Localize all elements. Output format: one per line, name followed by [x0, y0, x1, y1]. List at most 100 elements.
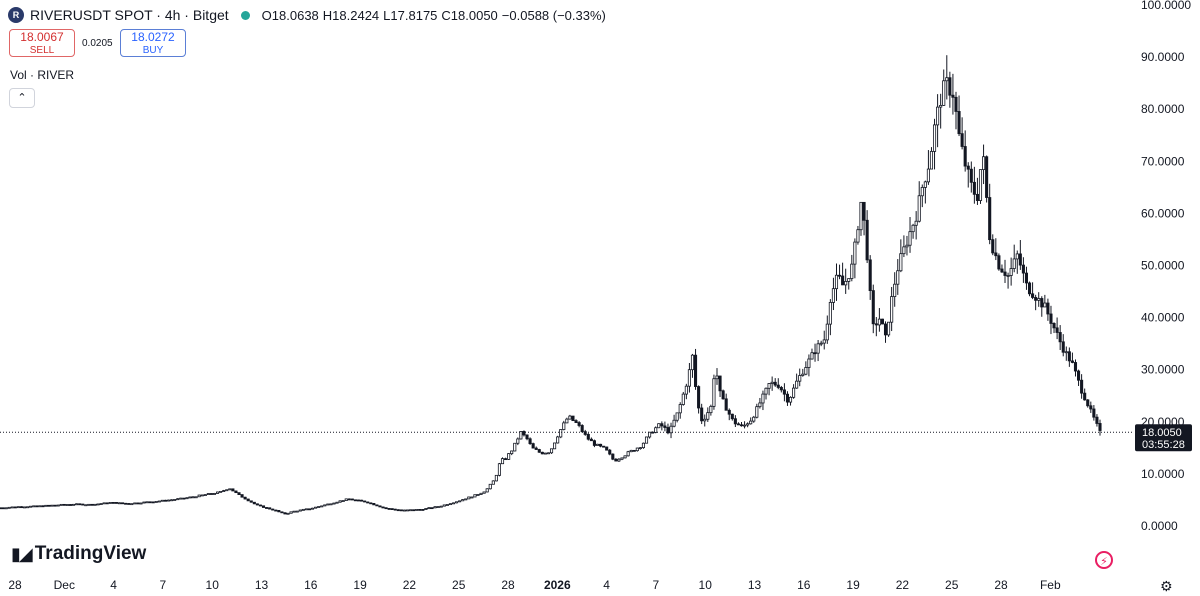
buy-button[interactable]: 18.0272 BUY — [120, 29, 186, 57]
candle-body — [323, 504, 327, 507]
candle-body — [111, 502, 115, 504]
candle-body — [1083, 392, 1087, 401]
candle-body — [1049, 313, 1053, 324]
candle-body — [978, 169, 983, 201]
symbol-title[interactable]: RIVERUSDT SPOT · 4h · Bitget — [30, 7, 229, 23]
x-tick-label: 7 — [160, 578, 167, 592]
candle-body — [372, 502, 376, 506]
candle-body — [243, 496, 247, 500]
candle-body — [1067, 351, 1071, 362]
candle-body — [87, 503, 91, 506]
close-value: 18.0050 — [450, 7, 498, 23]
candle-body — [59, 503, 63, 506]
candle-body — [865, 219, 869, 261]
candle-body — [528, 438, 532, 445]
candle-body — [785, 393, 790, 403]
candle-body — [1080, 379, 1084, 394]
candle-body — [219, 490, 223, 493]
collapse-indicators-button[interactable]: ⌃ — [9, 88, 35, 108]
candle-body — [99, 503, 103, 505]
candle-body — [880, 318, 884, 325]
candle-body — [936, 106, 940, 126]
candle-body — [969, 168, 973, 183]
candle-body — [908, 231, 912, 246]
candle-body — [436, 506, 440, 508]
candle-body — [10, 506, 14, 509]
candle-body — [197, 494, 201, 498]
lightning-icon[interactable]: ⚡ — [1095, 551, 1113, 569]
sell-price: 18.0067 — [20, 30, 64, 44]
candle-body — [703, 418, 707, 422]
sell-button[interactable]: 18.0067 SELL — [9, 29, 75, 57]
candle-body — [902, 246, 906, 255]
candle-body — [121, 502, 125, 505]
candle-body — [445, 504, 449, 506]
candle-body — [320, 505, 324, 508]
candle-body — [905, 244, 909, 248]
candle-body — [1092, 408, 1096, 418]
candle-body — [393, 508, 397, 511]
candle-body — [41, 505, 45, 508]
candle-body — [877, 318, 881, 326]
candle-body — [433, 506, 437, 509]
candle-body — [920, 187, 924, 197]
candle-body — [546, 452, 551, 455]
candle-body — [583, 431, 587, 435]
candle-body — [807, 358, 811, 368]
candle-body — [71, 503, 76, 506]
candle-body — [274, 509, 278, 512]
candle-body — [160, 499, 164, 502]
candle-body — [148, 501, 152, 504]
candle-body — [412, 509, 416, 512]
candle-body — [26, 506, 30, 509]
candle-body — [966, 165, 970, 170]
candle-body — [736, 423, 740, 426]
candle-body — [409, 509, 413, 512]
candle-body — [191, 496, 195, 499]
candle-body — [672, 419, 676, 427]
candle-body — [531, 443, 535, 449]
candle-body — [182, 497, 186, 500]
candle-body — [314, 506, 318, 509]
candle-body — [4, 507, 8, 510]
candle-body — [553, 442, 557, 450]
candle-body — [402, 509, 407, 512]
candle-body — [825, 323, 829, 341]
candle-body — [859, 201, 863, 231]
candle-body — [641, 442, 645, 449]
candle-body — [666, 427, 670, 434]
candle-body — [644, 436, 649, 444]
candle-body — [724, 398, 728, 411]
candle-body — [856, 229, 860, 243]
candle-body — [19, 506, 23, 509]
candle-body — [669, 425, 673, 434]
candle-body — [347, 498, 351, 501]
candle-body — [1006, 275, 1010, 277]
tradingview-logo[interactable]: ▮◢ TradingView — [11, 543, 146, 565]
candle-body — [1037, 298, 1041, 301]
candle-body — [366, 501, 370, 504]
volume-indicator-label[interactable]: Vol · RIVER — [10, 68, 75, 82]
candle-body — [105, 502, 109, 505]
candle-body — [801, 373, 805, 376]
candle-body — [35, 505, 39, 508]
candle-body — [540, 451, 544, 455]
candle-body — [767, 383, 771, 389]
candle-body — [338, 500, 342, 503]
candle-body — [209, 493, 213, 495]
candle-body — [252, 501, 256, 505]
candle-body — [693, 354, 698, 387]
candle-body — [614, 458, 618, 462]
candle-body — [329, 503, 333, 506]
candle-body — [225, 489, 229, 492]
candle-body — [1000, 268, 1004, 273]
candle-body — [883, 323, 888, 336]
candle-body — [660, 423, 664, 427]
candle-body — [822, 339, 826, 344]
candle-body — [283, 512, 287, 515]
tradingview-logo-text: TradingView — [34, 543, 147, 564]
gear-icon[interactable]: ⚙ — [1160, 578, 1173, 594]
candle-body — [871, 290, 875, 325]
candle-body — [853, 241, 857, 265]
